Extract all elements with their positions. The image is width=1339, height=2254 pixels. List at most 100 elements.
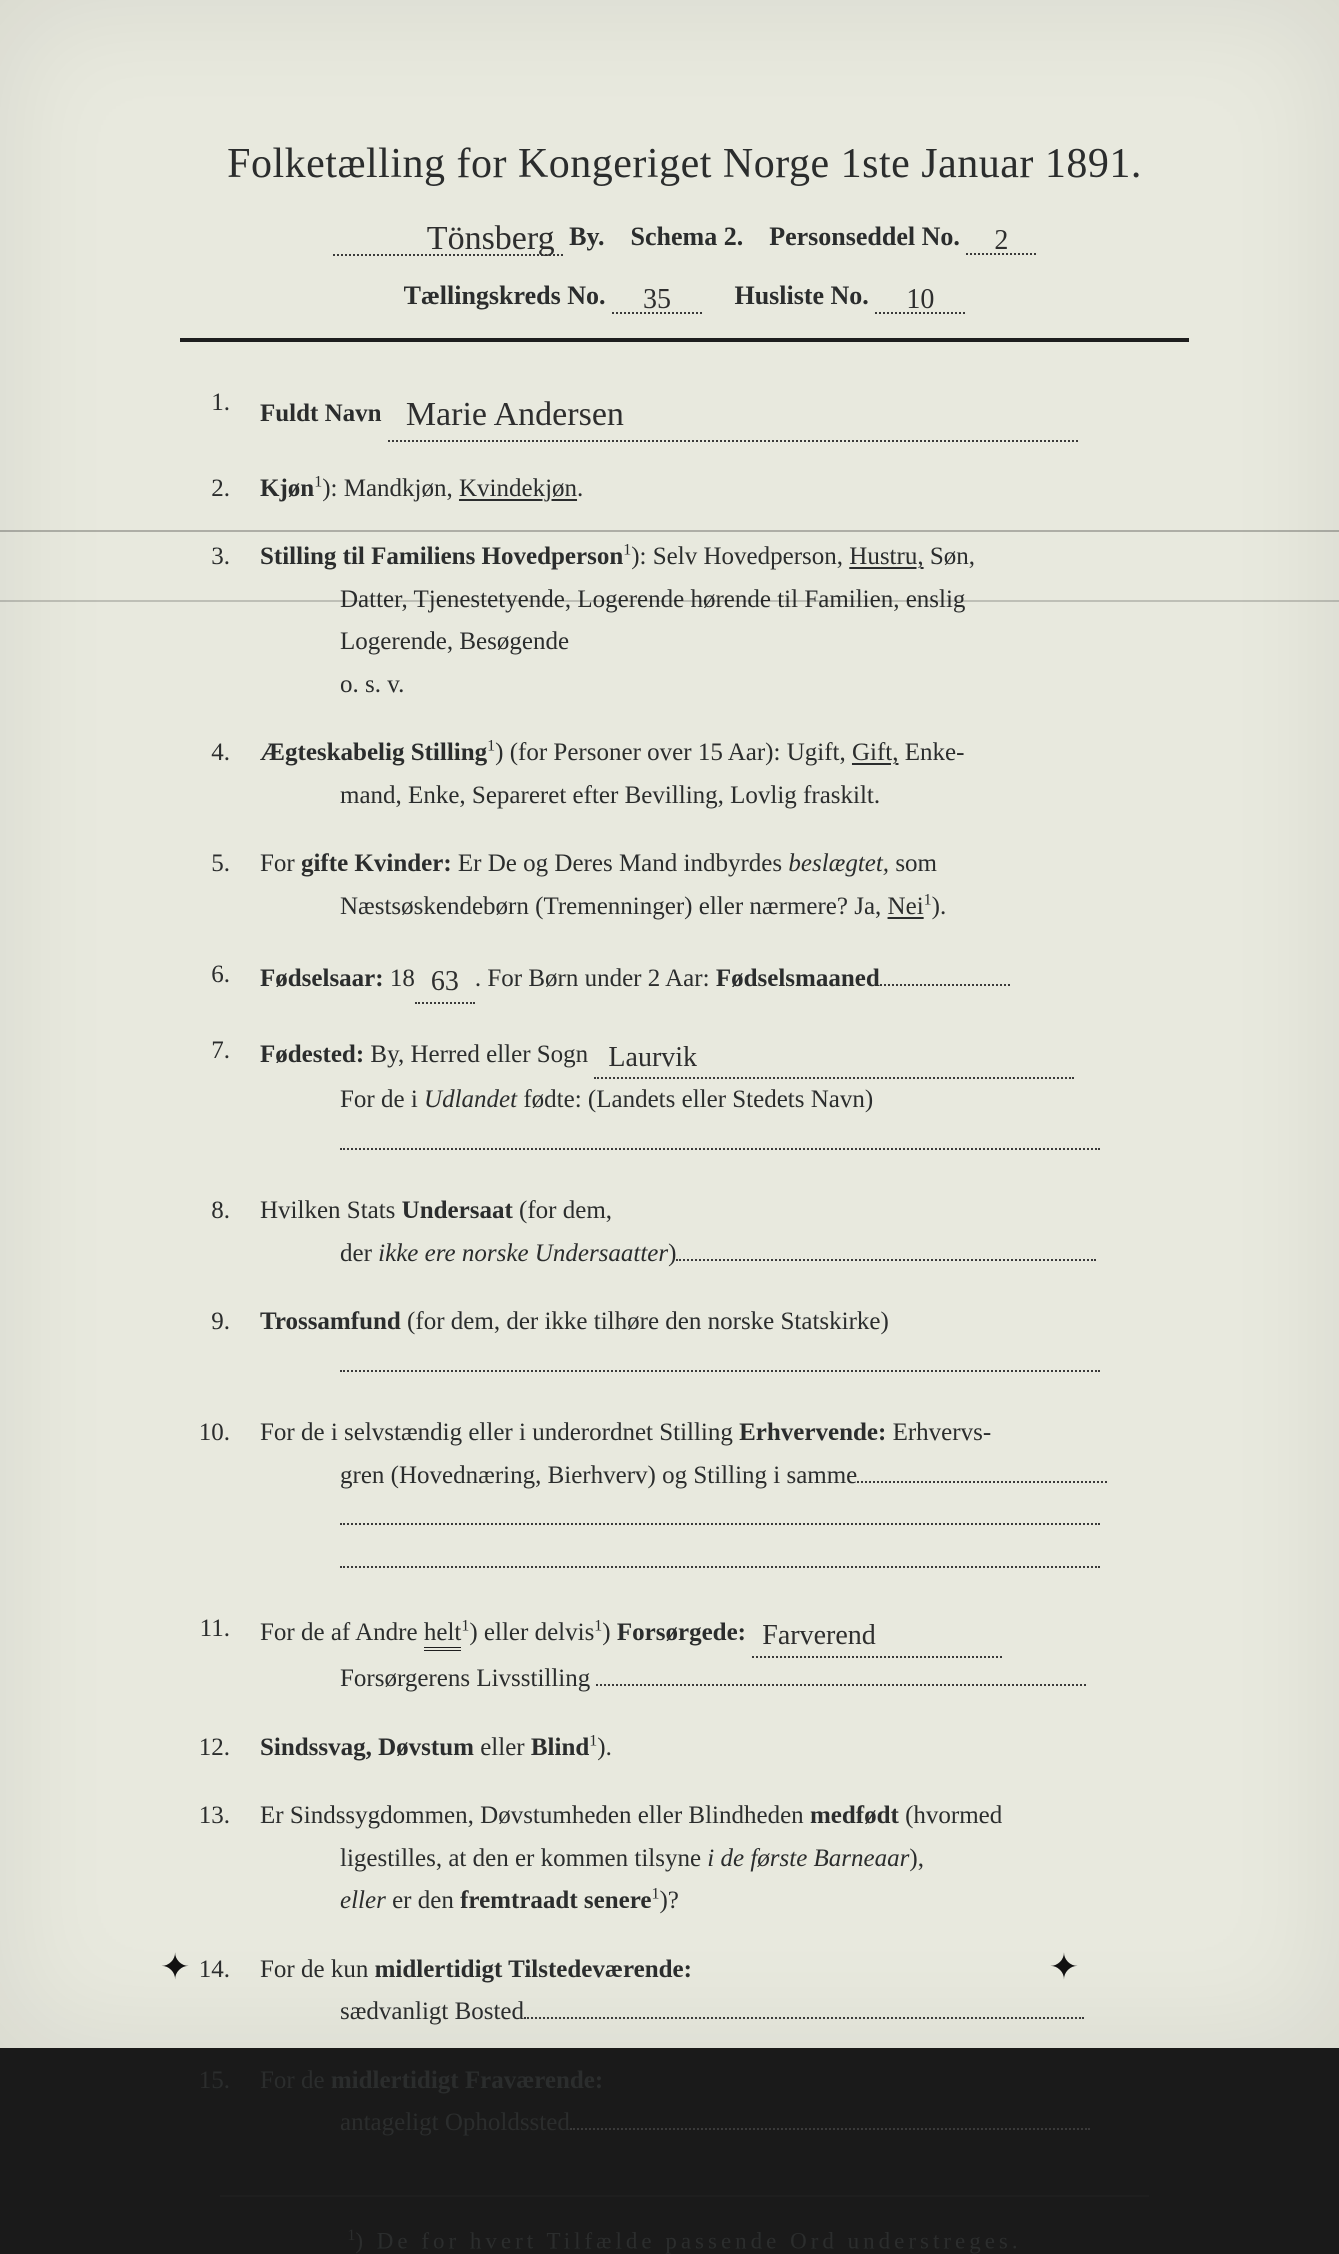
personseddel-field: 2 (966, 221, 1036, 255)
item-7-text-a: By, Herred eller Sogn (364, 1041, 588, 1068)
item-9-blank-wrap (260, 1344, 1189, 1387)
name-value: Marie Andersen (406, 396, 624, 433)
name-field: Marie Andersen (388, 382, 1078, 442)
item-5-line2: Næstsøskendebørn (Tremenninger) eller næ… (260, 886, 1189, 929)
item-11-value: Farverend (762, 1620, 876, 1651)
item-7-ital: Udlandet (424, 1086, 517, 1113)
header-line-1: Tönsberg By. Schema 2. Personseddel No. … (180, 216, 1189, 256)
birthplace-field: Laurvik (594, 1030, 1074, 1080)
item-11-text-c: ) (602, 1619, 617, 1646)
item-10-label: Erhvervende: (739, 1419, 886, 1446)
item-7-blank-run (340, 1128, 1100, 1150)
item-11-text-a: For de af Andre (260, 1619, 424, 1646)
item-3-line3: Logerende, Besøgende (260, 621, 1189, 664)
item-10-line2: gren (Hovednæring, Bierhverv) og Stillin… (340, 1462, 857, 1489)
item-13-ital2: eller (340, 1887, 386, 1914)
header-line-2: Tællingskreds No. 35 Husliste No. 10 (180, 280, 1189, 314)
item-4-text-b: Enke- (899, 739, 965, 766)
item-15-label: midlertidigt Fraværende: (331, 2067, 603, 2094)
kreds-no: 35 (643, 284, 671, 315)
item-5-text-b: som (889, 850, 937, 877)
page-title: Folketælling for Kongeriget Norge 1ste J… (180, 140, 1189, 188)
birthplace-value: Laurvik (608, 1042, 697, 1073)
item-2-label: Kjøn (260, 475, 314, 502)
item-4-line2: mand, Enke, Separeret efter Bevilling, L… (260, 775, 1189, 818)
item-5-label: gifte Kvinder: (301, 850, 452, 877)
item-13-b1: medfødt (810, 1802, 899, 1829)
item-1: Fuldt Navn Marie Andersen (240, 382, 1189, 442)
item-10-blank2 (340, 1503, 1100, 1525)
item-13-text-a: Er Sindssygdommen, Døvstumheden eller Bl… (260, 1802, 810, 1829)
item-15-blank (570, 2108, 1090, 2130)
item-6: Fødselsaar: 1863. For Børn under 2 Aar: … (240, 954, 1189, 1004)
item-15-line2-wrap: antageligt Opholdssted (260, 2102, 1189, 2145)
item-14: For de kun midlertidigt Tilstedeværende:… (240, 1949, 1189, 2034)
item-6-label2: Fødselsmaaned (716, 965, 880, 992)
mark-left: ✦ (160, 1946, 190, 1988)
item-7: Fødested: By, Herred eller Sogn Laurvik … (240, 1030, 1189, 1165)
kreds-label: Tællingskreds No. (404, 281, 606, 310)
item-13-line2-wrap: ligestilles, at den er kommen tilsyne i … (260, 1838, 1189, 1881)
item-8-line2-wrap: der ikke ere norske Undersaatter) (260, 1233, 1189, 1276)
personseddel-no: 2 (994, 225, 1008, 256)
item-4: Ægteskabelig Stilling1) (for Personer ov… (240, 732, 1189, 817)
item-9-blank (340, 1350, 1100, 1372)
item-10-text-b: Erhvervs- (886, 1419, 991, 1446)
item-11-line2: Forsørgerens Livsstilling (340, 1665, 590, 1692)
kreds-field: 35 (612, 280, 702, 314)
divider-bottom (220, 2195, 1148, 2197)
item-10-blank3-wrap (260, 1540, 1189, 1583)
item-9-text: (for dem, der ikke tilhøre den norske St… (401, 1308, 889, 1335)
item-2-text-b: . (577, 475, 583, 502)
birthyear-value: 63 (431, 966, 459, 997)
item-3-line2: Datter, Tjenestetyende, Logerende hørend… (260, 579, 1189, 622)
item-15-text-a: For de (260, 2067, 331, 2094)
item-11: For de af Andre helt1) eller delvis1) Fo… (240, 1608, 1189, 1700)
item-15: For de midlertidigt Fraværende: antageli… (240, 2060, 1189, 2145)
item-11-dbl: helt (424, 1619, 462, 1651)
item-12: Sindssvag, Døvstum eller Blind1). (240, 1727, 1189, 1770)
item-4-sup: 1 (487, 738, 495, 755)
item-13-text-b: (hvormed (899, 1802, 1002, 1829)
item-3-underlined: Hustru, (849, 543, 923, 570)
item-6-prefix: 18 (384, 965, 415, 992)
census-form-page: Folketælling for Kongeriget Norge 1ste J… (0, 0, 1339, 2048)
item-13: Er Sindssygdommen, Døvstumheden eller Bl… (240, 1795, 1189, 1923)
item-3-text-b: Søn, (924, 543, 975, 570)
item-2: Kjøn1): Mandkjøn, Kvindekjøn. (240, 468, 1189, 511)
item-14-line2-wrap: sædvanligt Bosted (260, 1991, 1189, 2034)
husliste-field: 10 (875, 280, 965, 314)
by-label: By. (569, 222, 604, 251)
item-12-label-b: Blind (531, 1734, 589, 1761)
footnote: 1) De for hvert Tilfælde passende Ord un… (180, 2227, 1189, 2254)
personseddel-label: Personseddel No. (769, 222, 960, 251)
item-5-ital: beslægtet, (788, 850, 889, 877)
footnote-text: ) De for hvert Tilfælde passende Ord und… (355, 2228, 1021, 2253)
item-14-label: midlertidigt Tilstedeværende: (375, 1956, 692, 1983)
item-2-text-a: ): Mandkjøn, (322, 475, 459, 502)
item-8-text-a: Hvilken Stats (260, 1197, 402, 1224)
birthyear-field: 63 (415, 954, 475, 1004)
schema-label: Schema 2. (631, 222, 744, 251)
item-10-blank1 (857, 1461, 1107, 1483)
item-1-label: Fuldt Navn (260, 400, 382, 427)
item-7-line2-wrap: For de i Udlandet fødte: (Landets eller … (260, 1079, 1189, 1122)
husliste-no: 10 (906, 284, 934, 315)
item-7-blank (260, 1122, 1189, 1165)
item-12-end: ). (597, 1734, 612, 1761)
item-15-line2: antageligt Opholdssted (340, 2109, 570, 2136)
item-5-underlined: Nei (888, 893, 924, 920)
mark-right: ✦ (1049, 1946, 1079, 1988)
item-13-line3-wrap: eller er den fremtraadt senere1)? (260, 1880, 1189, 1923)
item-13-ital: i de første Barneaar (707, 1845, 909, 1872)
item-3-text-a: ): Selv Hovedperson, (631, 543, 849, 570)
item-13-line3-c: )? (659, 1887, 678, 1914)
item-5: For gifte Kvinder: Er De og Deres Mand i… (240, 843, 1189, 928)
item-10: For de i selvstændig eller i underordnet… (240, 1412, 1189, 1582)
footnote-sup: 1 (347, 2227, 355, 2244)
item-8-text-b: (for dem, (513, 1197, 612, 1224)
item-12-mid: eller (474, 1734, 531, 1761)
item-6-label: Fødselsaar: (260, 965, 384, 992)
birthmonth-field (880, 964, 1010, 986)
by-value: Tönsberg (427, 220, 555, 257)
